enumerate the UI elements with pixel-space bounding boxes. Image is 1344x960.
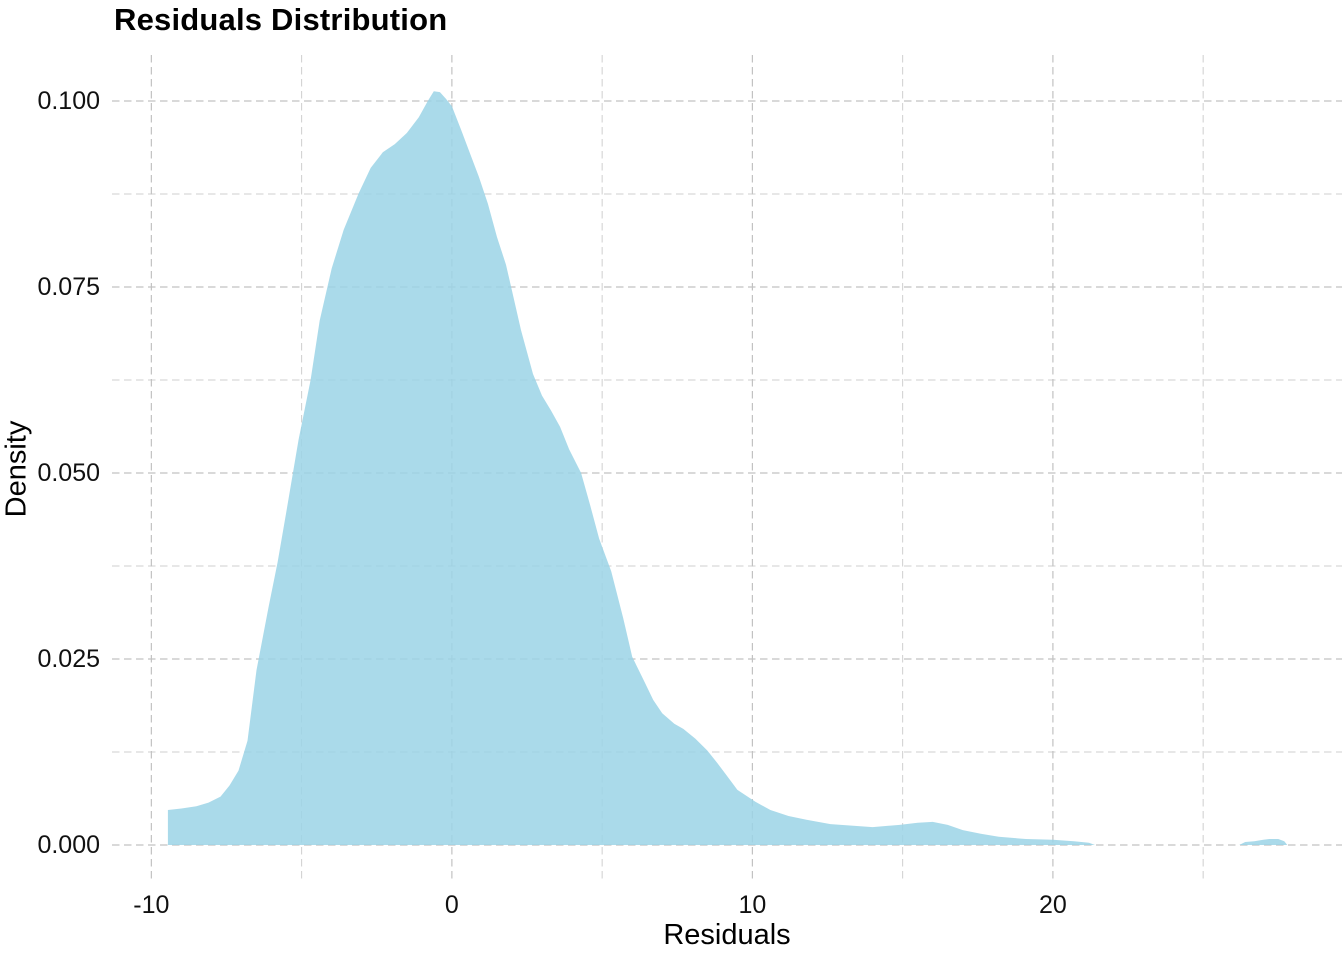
x-tick-label: 10: [738, 891, 767, 919]
x-tick-label: 20: [1039, 891, 1067, 919]
y-tick-label: 0.100: [37, 86, 100, 115]
x-tick-label: 0: [444, 891, 459, 919]
x-axis-title: Residuals: [663, 919, 791, 951]
y-tick-label: 0.050: [37, 458, 100, 487]
x-tick-label: -10: [133, 891, 170, 919]
y-tick-label: 0.000: [37, 830, 100, 859]
chart-title: Residuals Distribution: [114, 2, 448, 37]
residuals-density-area: [167, 91, 1095, 846]
residuals-density-outlier-bump-area: [1239, 839, 1288, 845]
y-tick-label: 0.025: [37, 644, 100, 673]
y-axis-title: Density: [0, 420, 33, 518]
y-tick-label: 0.075: [37, 272, 100, 301]
